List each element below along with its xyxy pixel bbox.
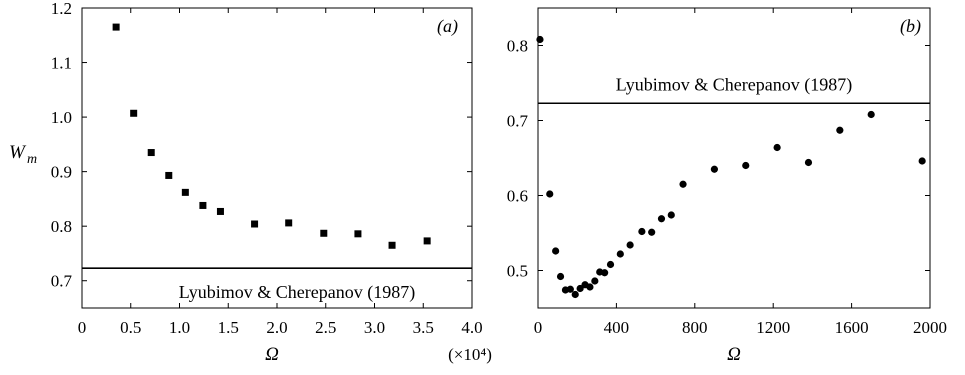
- data-point: [616, 250, 624, 258]
- ticks-b: 0 400 800 1200 1600 2000 0.5 0.6 0.7 0.8: [507, 8, 947, 337]
- x-tick-label: 4.0: [461, 318, 482, 337]
- data-point: [867, 110, 875, 119]
- y-tick-label: 0.9: [51, 163, 72, 182]
- y-tick-label: 1.1: [51, 54, 72, 73]
- data-point: [165, 171, 173, 179]
- panel-label-a: (a): [437, 16, 458, 37]
- panel-a: 0 0.5 1.0 1.5 2.0 2.5 3.0 3.5 4.0 0.7 0.8 0.9 1.0 1.1…: [9, 0, 492, 365]
- x-tick-label: 1.5: [218, 318, 239, 337]
- data-point: [112, 23, 120, 31]
- data-point: [710, 165, 719, 173]
- x-tick-label: 0: [78, 318, 87, 337]
- data-point: [638, 227, 646, 236]
- data-point: [918, 157, 926, 165]
- reference-line-label: Lyubimov & Cherepanov (1987): [616, 74, 852, 95]
- data-point: [566, 285, 574, 293]
- x-tick-label: 0.5: [120, 318, 141, 337]
- reference-line-label: Lyubimov & Cherepanov (1987): [179, 282, 415, 303]
- y-tick-label: 0.7: [51, 272, 73, 291]
- x-tick-label: 400: [604, 318, 630, 337]
- data-point: [648, 228, 656, 236]
- data-point: [576, 284, 584, 293]
- data-point: [657, 215, 666, 223]
- reference-line-b: Lyubimov & Cherepanov (1987): [538, 74, 930, 105]
- x-tick-label: 2.0: [266, 318, 287, 337]
- data-point: [667, 211, 675, 219]
- data-point: [586, 283, 594, 291]
- data-point: [626, 241, 634, 249]
- reference-line-a: Lyubimov & Cherepanov (1987): [82, 267, 472, 303]
- x-tick-label: 3.0: [364, 318, 385, 337]
- data-point: [181, 188, 189, 196]
- x-tick-label: 1200: [756, 318, 790, 337]
- ticks-a: 0 0.5 1.0 1.5 2.0 2.5 3.0 3.5 4.0 0.7 0.8 0.9 1.0 1.1…: [51, 0, 483, 337]
- x-tick-label: 2000: [913, 318, 947, 337]
- x-tick-label: 800: [682, 318, 708, 337]
- y-axis-label-sub: m: [27, 152, 37, 167]
- y-tick-label: 0.8: [507, 37, 528, 56]
- x-axis-label-b: Ω: [727, 344, 741, 365]
- data-point: [836, 126, 844, 134]
- data-point: [216, 207, 224, 215]
- y-tick-label: 1.0: [51, 108, 72, 127]
- y-tick-label: 0.8: [51, 217, 72, 236]
- x-tick-label: 3.5: [413, 318, 434, 337]
- x-tick-label: 1600: [835, 318, 869, 337]
- data-point: [606, 260, 615, 269]
- data-point: [388, 241, 396, 249]
- data-point: [571, 290, 579, 299]
- data-point: [742, 161, 750, 170]
- series-a: [112, 23, 431, 249]
- data-point: [536, 35, 544, 44]
- data-point: [354, 230, 362, 238]
- data-point: [546, 190, 554, 198]
- data-point: [285, 219, 293, 227]
- data-point: [601, 269, 609, 277]
- data-point: [804, 158, 813, 167]
- y-tick-label: 0.6: [507, 187, 528, 206]
- series-b: [536, 35, 926, 299]
- data-point: [556, 272, 565, 281]
- data-point: [679, 180, 687, 188]
- data-point: [773, 143, 781, 152]
- data-point: [130, 109, 138, 117]
- panel-b: 0 400 800 1200 1600 2000 0.5 0.6 0.7 0.8 Lyubimov…: [507, 7, 947, 365]
- data-point: [147, 149, 155, 157]
- x-multiplier-a: (×10⁴): [448, 345, 492, 364]
- data-point: [423, 237, 431, 245]
- x-tick-label: 1.0: [169, 318, 190, 337]
- y-tick-label: 1.2: [51, 0, 72, 18]
- data-point: [552, 247, 560, 255]
- x-tick-label: 0: [534, 318, 543, 337]
- y-tick-label: 0.7: [507, 112, 529, 131]
- y-tick-label: 0.5: [507, 262, 528, 281]
- y-axis-label-a: W m: [9, 142, 37, 167]
- x-tick-label: 2.5: [315, 318, 336, 337]
- plot-frame-b: [537, 7, 931, 309]
- data-point: [591, 277, 599, 285]
- data-point: [199, 201, 207, 209]
- data-point: [320, 229, 328, 237]
- y-axis-label-main: W: [9, 142, 27, 163]
- x-axis-label-a: Ω: [265, 344, 279, 365]
- data-point: [251, 220, 259, 228]
- panel-label-b: (b): [900, 16, 921, 37]
- plot-frame-a: [81, 7, 473, 309]
